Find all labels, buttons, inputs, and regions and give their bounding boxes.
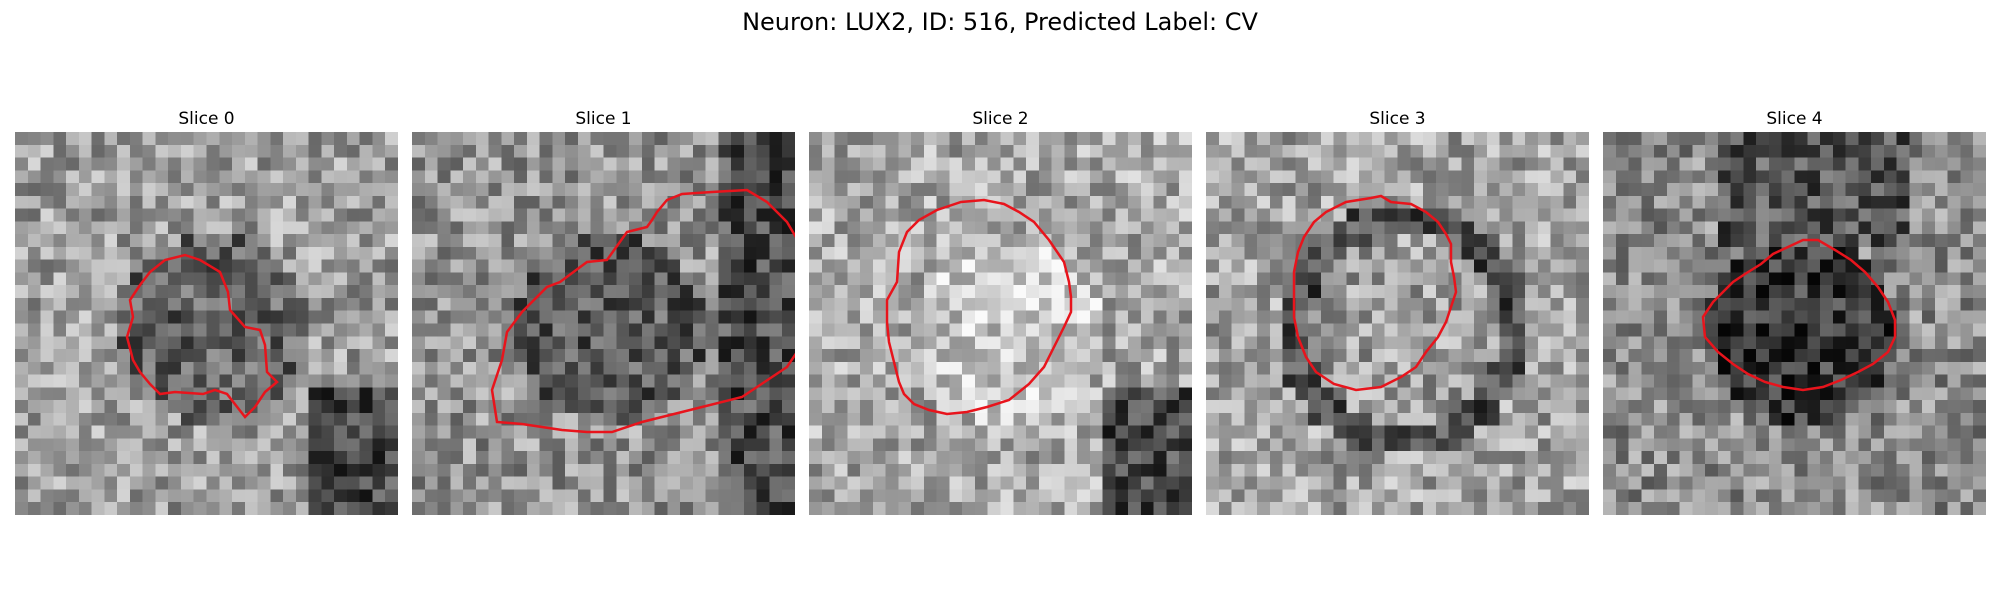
slice-title: Slice 3	[1369, 109, 1426, 129]
slice-title: Slice 1	[575, 109, 632, 129]
slice-title: Slice 4	[1766, 109, 1823, 129]
slice-panel-1: Slice 1	[412, 108, 795, 515]
slice-panel-3: Slice 3	[1206, 108, 1589, 515]
slice-image	[412, 132, 795, 515]
figure-title: Neuron: LUX2, ID: 516, Predicted Label: …	[742, 8, 1258, 36]
slice-image	[809, 132, 1192, 515]
slice-panel-0: Slice 0	[15, 108, 398, 515]
slice-image	[1603, 132, 1986, 515]
slice-title: Slice 0	[178, 109, 235, 129]
slice-image	[1206, 132, 1589, 515]
slice-title: Slice 2	[972, 109, 1029, 129]
slice-panel-4: Slice 4	[1603, 108, 1986, 515]
slice-image	[15, 132, 398, 515]
slice-panel-2: Slice 2	[809, 108, 1192, 515]
